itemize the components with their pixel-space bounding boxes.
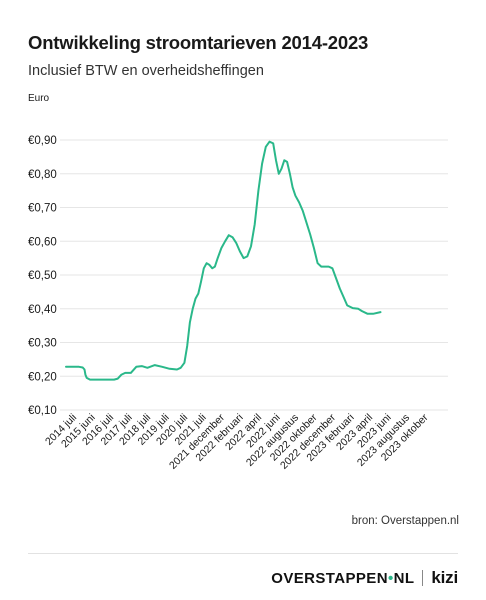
series-line <box>65 140 382 381</box>
chart-title: Ontwikkeling stroomtarieven 2014-2023 <box>28 32 369 53</box>
y-axis-ticks: €0,10 €0,20 €0,30 €0,40 €0,50 €0,60 €0,70 €0,80… <box>28 135 57 417</box>
y-tick-label: €0,60 <box>28 236 57 248</box>
y-tick-label: €0,20 <box>28 371 57 383</box>
logo-separator <box>422 570 424 586</box>
y-tick-label: €0,10 <box>28 405 57 417</box>
gridlines <box>60 139 448 411</box>
brand-logos: OVERSTAPPEN•NL kizi <box>271 568 458 588</box>
footer-divider <box>28 553 458 554</box>
y-axis-label: Euro <box>28 93 50 104</box>
y-tick-label: €0,30 <box>28 338 57 350</box>
kizi-logo: kizi <box>431 568 458 587</box>
y-tick-label: €0,40 <box>28 304 57 316</box>
y-tick-label: €0,70 <box>28 203 57 215</box>
overstappen-logo: OVERSTAPPEN•NL <box>271 569 415 587</box>
y-tick-label: €0,90 <box>28 135 57 147</box>
y-tick-label: €0,80 <box>28 169 57 181</box>
y-tick-label: €0,50 <box>28 270 57 282</box>
source-note: bron: Overstappen.nl <box>351 515 459 527</box>
chart-subtitle: Inclusief BTW en overheidsheffingen <box>28 63 264 79</box>
line-chart: Euro €0,10 €0,20 €0,30 €0,40 €0,50 €0,60 €0,70… <box>28 93 448 472</box>
